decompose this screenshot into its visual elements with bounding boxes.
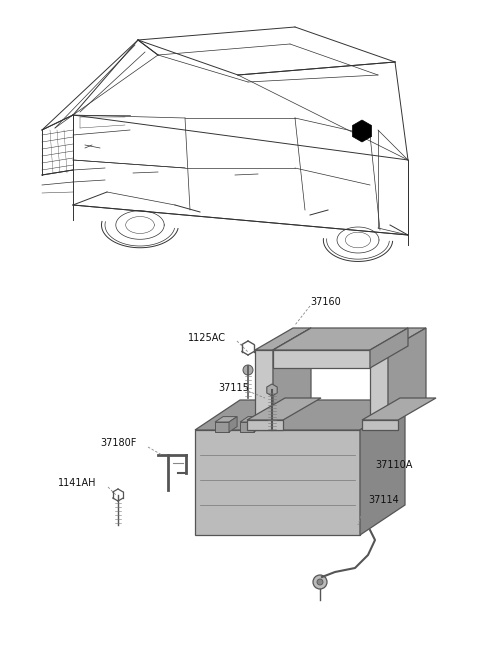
Polygon shape bbox=[215, 417, 237, 422]
Polygon shape bbox=[388, 328, 426, 420]
Polygon shape bbox=[273, 328, 408, 350]
Polygon shape bbox=[255, 328, 311, 350]
Circle shape bbox=[313, 575, 327, 589]
Text: 37160: 37160 bbox=[310, 297, 341, 307]
Polygon shape bbox=[370, 328, 408, 368]
Text: 1141AH: 1141AH bbox=[58, 478, 96, 488]
Polygon shape bbox=[267, 384, 277, 396]
Polygon shape bbox=[247, 398, 321, 420]
Polygon shape bbox=[360, 400, 405, 535]
Polygon shape bbox=[240, 422, 254, 432]
Circle shape bbox=[317, 579, 323, 585]
Text: 37180F: 37180F bbox=[100, 438, 136, 448]
Polygon shape bbox=[247, 420, 283, 430]
Polygon shape bbox=[255, 350, 273, 420]
Polygon shape bbox=[273, 328, 311, 420]
Text: 1125AC: 1125AC bbox=[188, 333, 226, 343]
Text: 37114: 37114 bbox=[368, 495, 399, 505]
Polygon shape bbox=[195, 430, 360, 535]
Polygon shape bbox=[240, 417, 262, 422]
Polygon shape bbox=[352, 120, 372, 142]
Polygon shape bbox=[254, 417, 262, 432]
Text: 37110A: 37110A bbox=[375, 460, 412, 470]
Polygon shape bbox=[370, 350, 388, 420]
Circle shape bbox=[243, 365, 253, 375]
Polygon shape bbox=[362, 420, 398, 430]
Polygon shape bbox=[229, 417, 237, 432]
Polygon shape bbox=[215, 422, 229, 432]
Polygon shape bbox=[362, 398, 436, 420]
Text: 37115: 37115 bbox=[218, 383, 249, 393]
Polygon shape bbox=[195, 400, 405, 430]
Polygon shape bbox=[273, 350, 370, 368]
Polygon shape bbox=[370, 328, 426, 350]
